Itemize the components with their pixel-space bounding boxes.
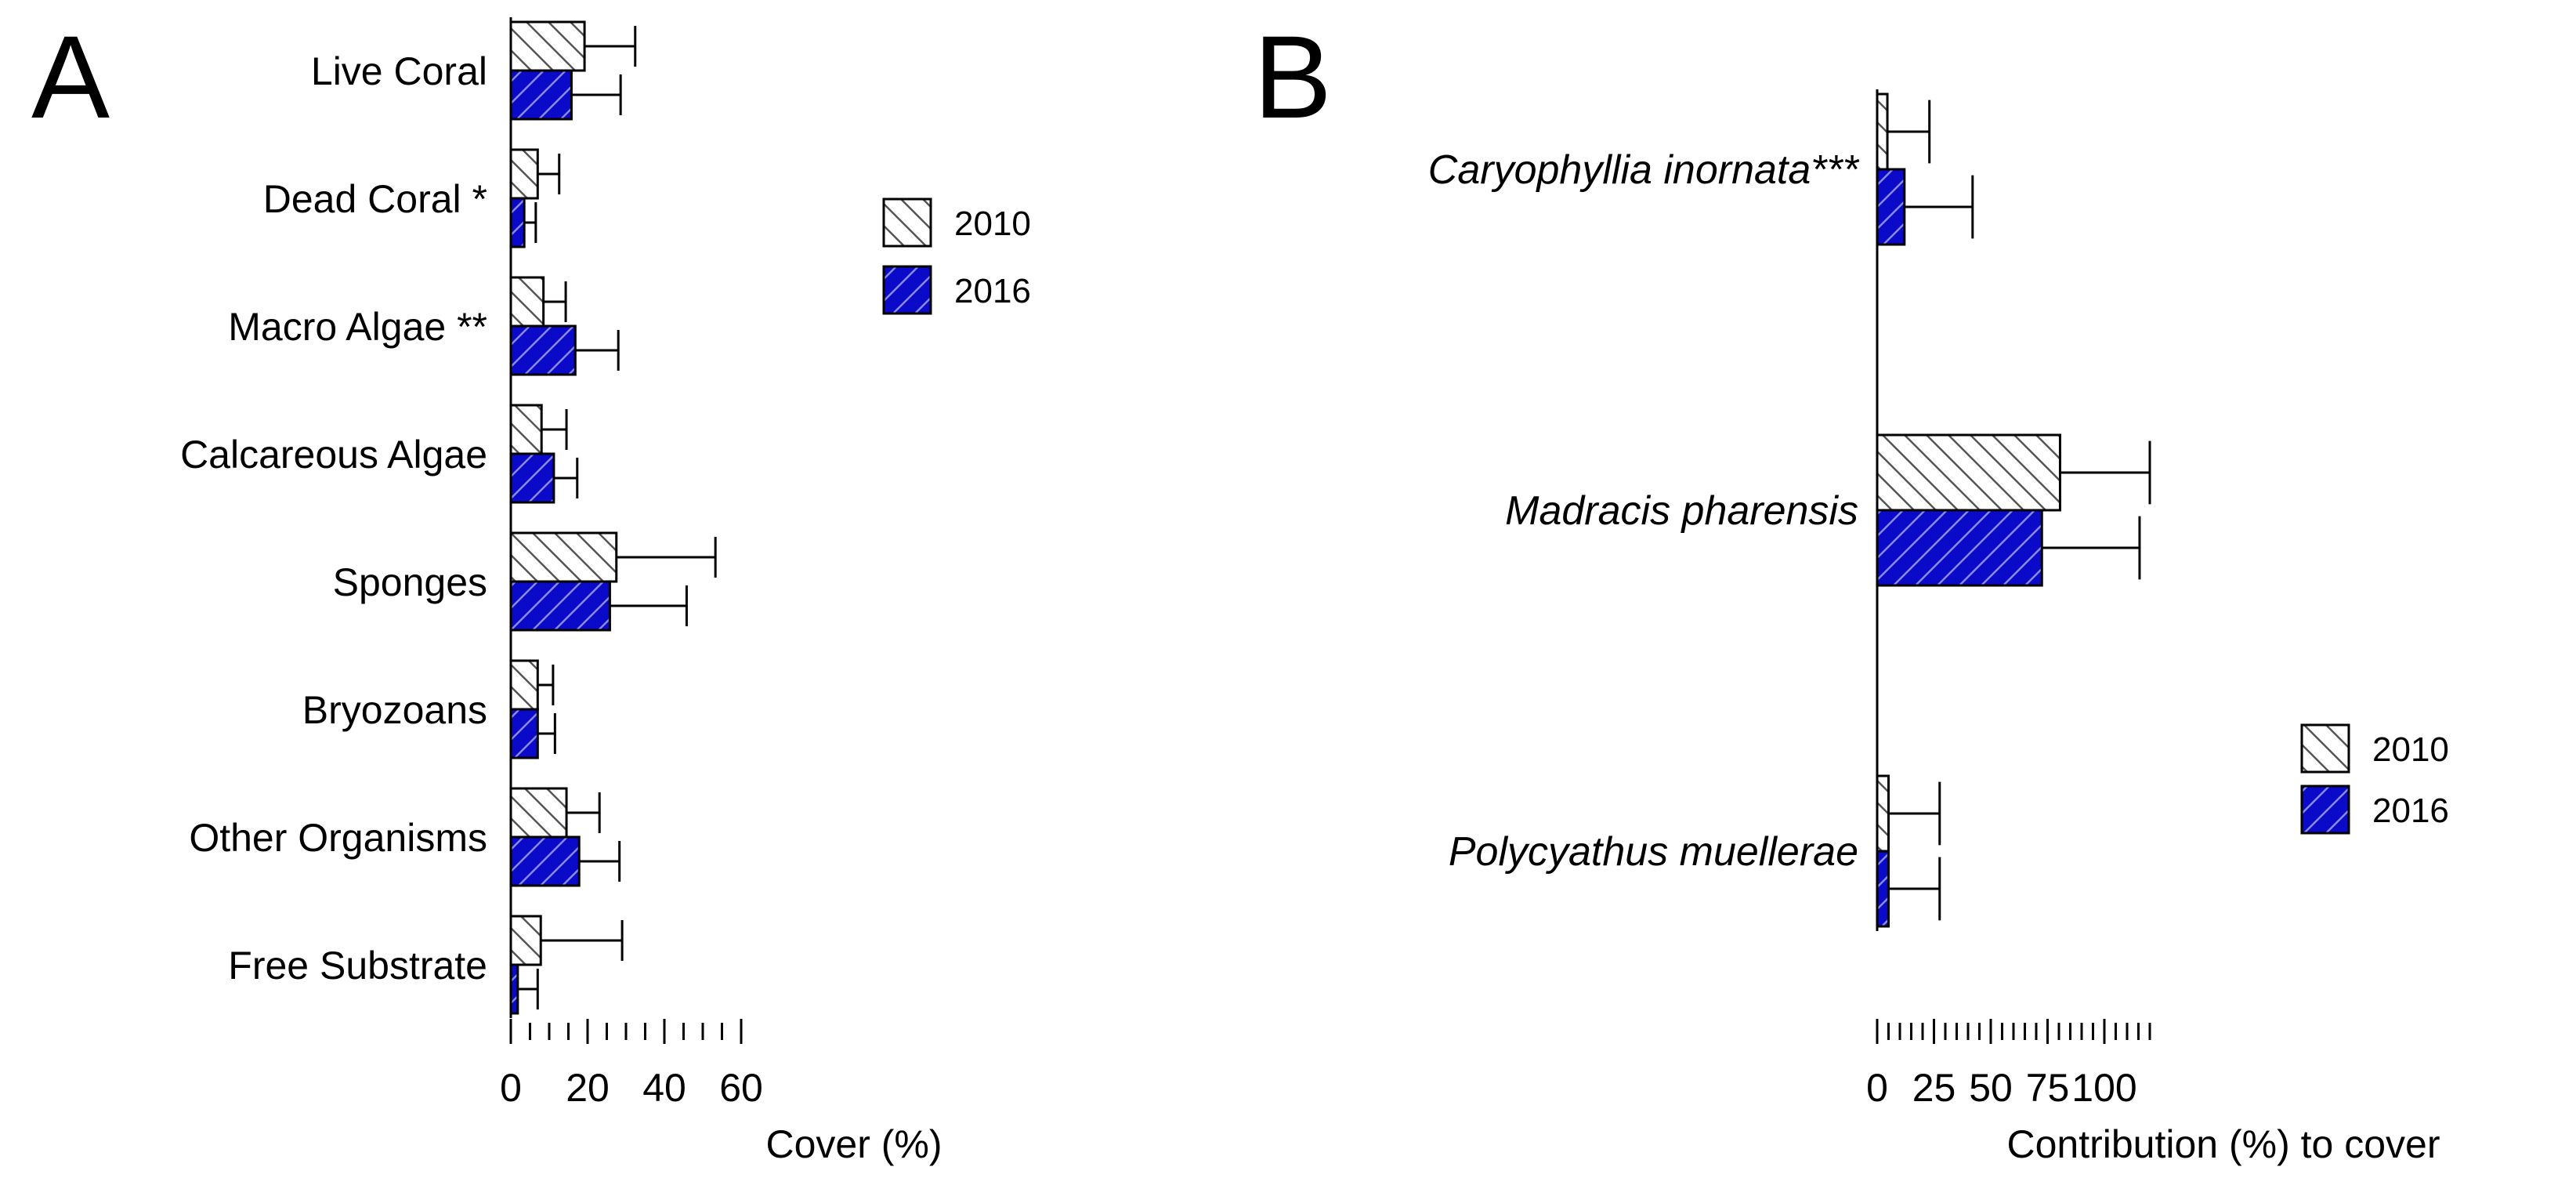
panel-a-category-label: Live Coral — [311, 49, 487, 93]
panel-b-bar-2010 — [1876, 433, 2061, 512]
panel-a-bar-2010 — [509, 20, 586, 72]
panel-a-bar-2016 — [509, 452, 555, 504]
panel-a-category-label: Dead Coral * — [263, 177, 487, 221]
panel-a-bar-2010 — [509, 787, 568, 839]
panel-a-bar-2016 — [509, 69, 573, 121]
panel-a-bar-2010 — [509, 276, 545, 328]
panel-b-bar-2016 — [1876, 850, 1890, 928]
panel-b-category-label: Caryophyllia inornata*** — [1428, 147, 1860, 193]
panel-a-category-label: Calcareous Algae — [180, 433, 487, 477]
panel-a-bar-2016 — [509, 580, 611, 632]
panel-a-legend-swatch-2010 — [882, 198, 932, 248]
panel-a-tick-label: 0 — [500, 1066, 522, 1110]
panel-b-bar-2010 — [1876, 774, 1890, 853]
panel-b-tick-label: 0 — [1866, 1066, 1888, 1110]
panel-a-category-label: Macro Algae ** — [228, 305, 487, 349]
panel-a-category-label: Free Substrate — [228, 944, 487, 988]
panel-b-letter: B — [1254, 11, 1332, 143]
panel-b-tick-label: 50 — [1969, 1066, 2013, 1110]
panel-b-tick-label: 25 — [1912, 1066, 1956, 1110]
panel-b-x-axis-title: Contribution (%) to cover — [2006, 1122, 2440, 1166]
panel-b-category-label: Madracis pharensis — [1505, 488, 1858, 534]
panel-a: A Live Coral Dead Coral * Macro Algae ** Cal… — [31, 11, 1031, 1166]
panel-a-category-label: Other Organisms — [189, 816, 487, 860]
panel-b-bar-2016 — [1876, 509, 2043, 587]
panel-a-legend-label: 2010 — [954, 205, 1031, 243]
panel-a-letter: A — [31, 11, 110, 143]
panel-a-bar-2010 — [509, 915, 542, 966]
panel-b-legend-swatch-2010 — [2300, 723, 2350, 774]
panel-a-bar-2016 — [509, 835, 581, 887]
panel-a-bar-2010 — [509, 659, 539, 711]
panel-a-bar-2016 — [509, 708, 539, 759]
panel-a-bar-2010 — [509, 404, 543, 455]
panel-b-bar-2010 — [1876, 92, 1889, 171]
panel-a-bar-2010 — [509, 531, 618, 583]
panel-a-category-label: Bryozoans — [302, 688, 487, 732]
panel-a-bar-2010 — [509, 148, 539, 200]
panel-b-bar-2016 — [1876, 168, 1906, 246]
panel-a-tick-label: 20 — [566, 1066, 610, 1110]
panel-a-legend-swatch-2016 — [882, 265, 932, 315]
panel-b-legend-label: 2016 — [2372, 792, 2449, 830]
panel-a-legend-label: 2016 — [954, 272, 1031, 310]
panel-a-bar-2016 — [509, 197, 526, 248]
panel-a-x-axis-title: Cover (%) — [765, 1122, 942, 1166]
panel-a-category-label: Sponges — [333, 560, 487, 604]
panel-a-tick-label: 40 — [642, 1066, 686, 1110]
panel-b: B Caryophyllia inornata*** Madracis pharen… — [1254, 11, 2449, 1166]
panel-a-tick-label: 60 — [719, 1066, 763, 1110]
panel-b-tick-label: 100 — [2071, 1066, 2136, 1110]
panel-a-bar-2016 — [509, 324, 577, 376]
panel-b-legend-label: 2010 — [2372, 730, 2449, 769]
panel-b-category-label: Polycyathus muellerae — [1449, 829, 1858, 875]
panel-b-tick-label: 75 — [2026, 1066, 2070, 1110]
panel-b-legend-swatch-2016 — [2300, 785, 2350, 835]
